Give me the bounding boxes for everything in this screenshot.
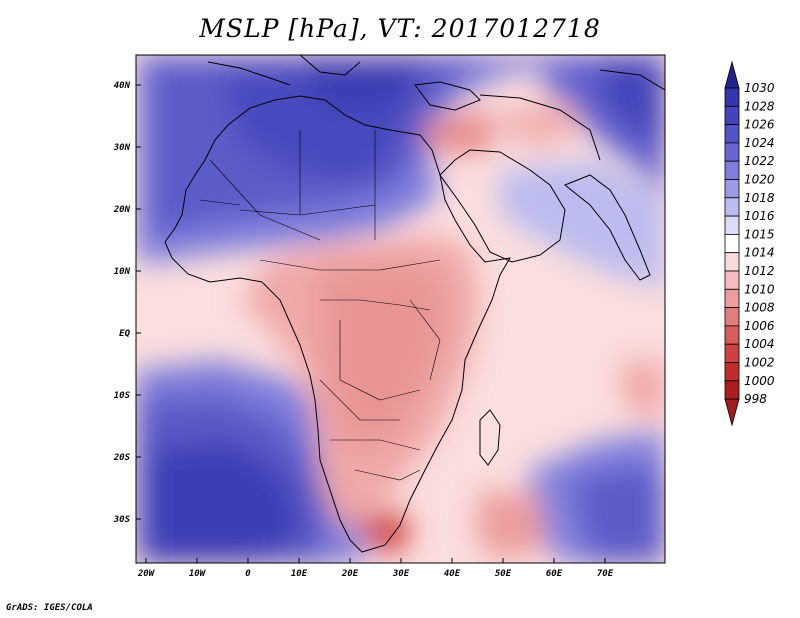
lon-tick-label: 60E (546, 569, 563, 579)
colorbar-swatch (724, 307, 740, 327)
colorbar-level-label: 998 (744, 392, 767, 406)
colorbar-level-label: 1022 (744, 154, 775, 168)
colorbar-level-label: 1006 (744, 319, 775, 333)
colorbar-level-label: 1004 (744, 337, 775, 351)
lat-tick-label: EQ (119, 329, 130, 339)
longitude-axis: 20W 10W 0 10E 20E 30E 40E 50E 60E 70E (137, 558, 614, 579)
colorbar-swatch (724, 362, 740, 382)
colorbar-level-label: 1016 (744, 209, 775, 223)
lon-tick-label: 70E (597, 569, 614, 579)
lat-tick-label: 30N (113, 143, 131, 153)
colorbar-level-label: 1008 (744, 301, 775, 315)
lon-tick-label: 40E (444, 569, 461, 579)
lon-tick-label: 20W (137, 569, 156, 579)
grads-credit: GrADS: IGES/COLA (6, 603, 93, 613)
coastlines (164, 55, 665, 553)
colorbar-level-label: 1018 (744, 191, 775, 205)
colorbar-swatch (724, 343, 740, 363)
map-title: MSLP [hPa], VT: 2017012718 (199, 14, 601, 43)
pressure-field (136, 55, 665, 563)
colorbar-bottom-arrow (724, 398, 740, 427)
lat-tick-label: 20N (113, 205, 131, 215)
lon-tick-label: 10W (189, 569, 207, 579)
colorbar-level-label: 1030 (744, 81, 775, 95)
colorbar-swatch (724, 142, 740, 162)
latitude-axis: 40N 30N 20N 10N EQ 10S 20S 30S (113, 81, 141, 525)
colorbar-level-label: 1026 (744, 118, 775, 132)
colorbar-swatch (724, 197, 740, 217)
lat-tick-label: 30S (113, 515, 131, 525)
colorbar-level-label: 1020 (744, 173, 775, 187)
lat-tick-label: 10N (114, 267, 131, 277)
colorbar-level-label: 1024 (744, 136, 775, 150)
colorbar-swatch (724, 160, 740, 180)
colorbar-swatch (724, 105, 740, 126)
colorbar-swatch (724, 270, 740, 290)
colorbar-swatch (724, 87, 740, 107)
colorbar-swatch (724, 215, 740, 235)
lon-tick-label: 10E (291, 569, 308, 579)
lat-tick-label: 40N (114, 81, 131, 91)
colorbar-swatch (724, 124, 740, 144)
colorbar-swatch (724, 288, 740, 308)
colorbar-level-label: 1014 (744, 246, 775, 260)
colorbar-swatch (724, 179, 740, 199)
colorbar-swatch (724, 380, 740, 400)
colorbar: 1030 1028 1026 1024 1022 1020 1018 1016 1015 1014… (724, 60, 775, 427)
colorbar-top-arrow (724, 60, 740, 89)
lon-tick-label: 50E (495, 569, 512, 579)
colorbar-level-label: 1000 (744, 374, 775, 388)
colorbar-level-label: 1010 (744, 282, 775, 296)
lat-tick-label: 20S (113, 453, 131, 463)
colorbar-level-label: 1028 (744, 99, 775, 113)
colorbar-level-label: 1015 (744, 227, 775, 241)
lat-tick-label: 10S (114, 391, 131, 401)
lon-tick-label: 30E (392, 569, 410, 579)
colorbar-level-label: 1012 (744, 264, 775, 278)
lon-tick-label: 20E (341, 569, 359, 579)
colorbar-swatch (724, 233, 740, 254)
colorbar-swatch (724, 252, 740, 272)
colorbar-swatch (724, 325, 740, 345)
lon-tick-label: 0 (245, 569, 251, 579)
country-borders (199, 130, 441, 481)
colorbar-level-label: 1002 (744, 356, 775, 370)
